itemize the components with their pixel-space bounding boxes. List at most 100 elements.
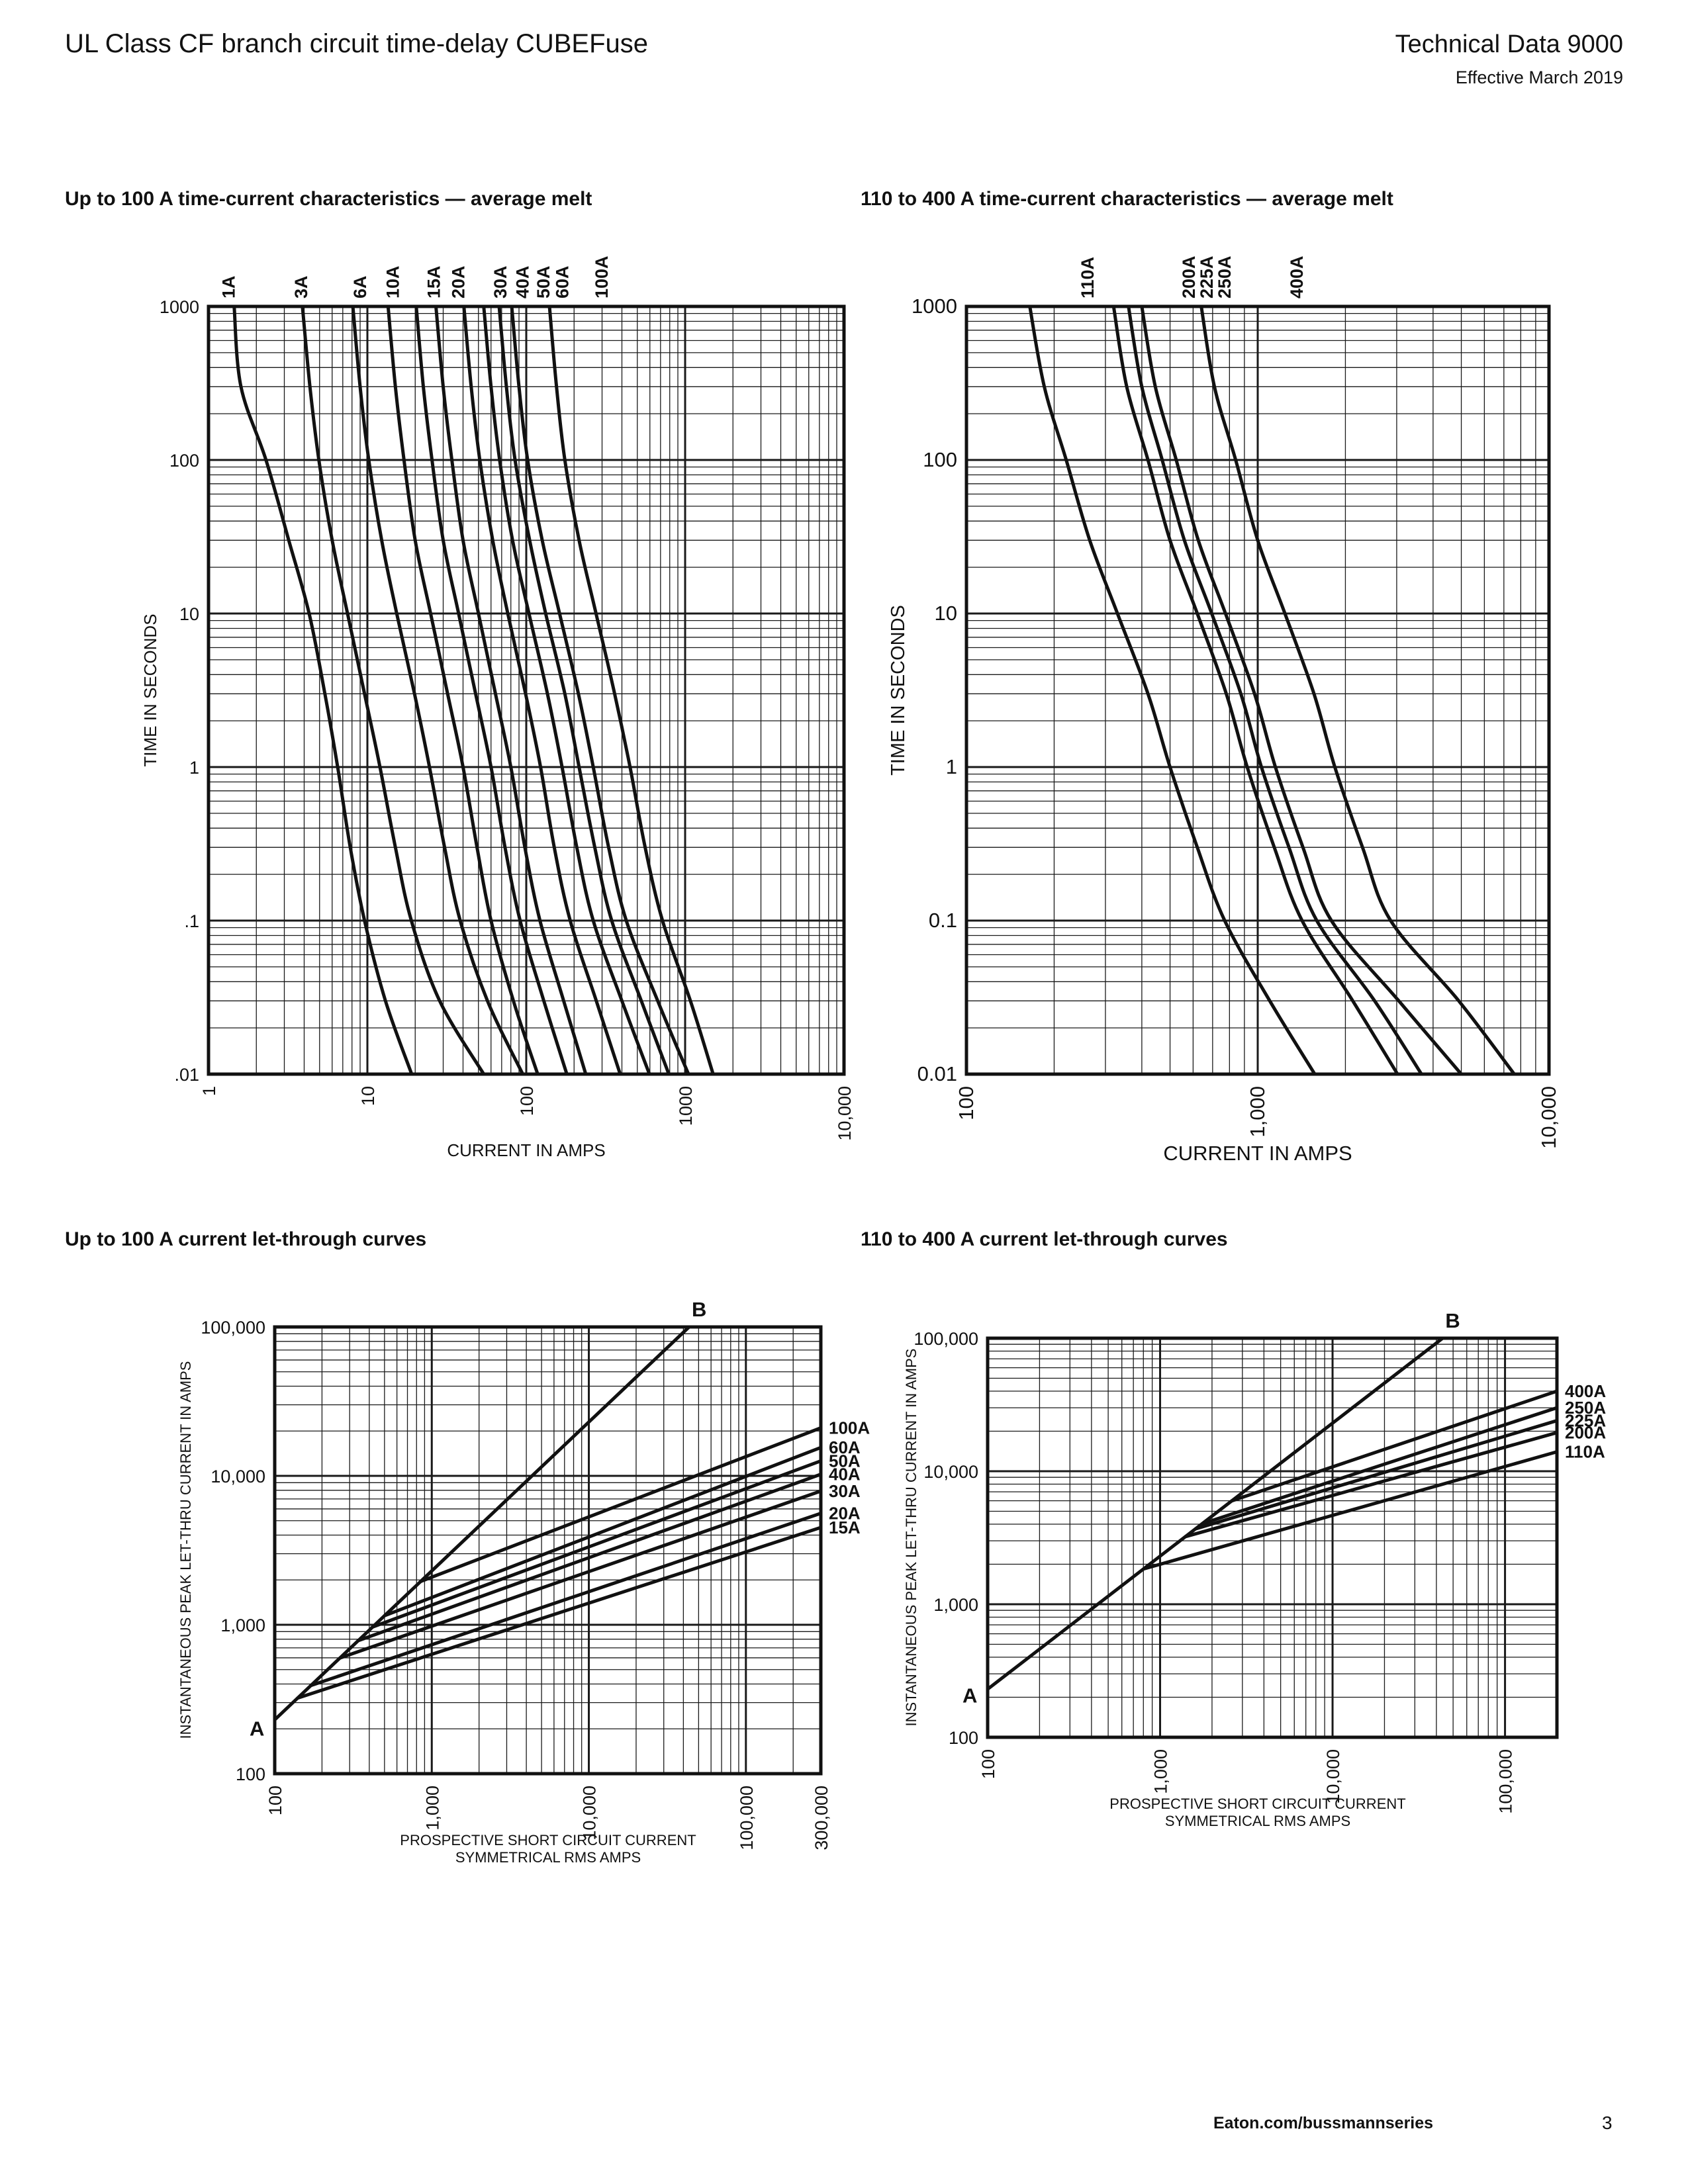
curve-label-225A: 225A xyxy=(1197,255,1217,298)
x-axis-title: CURRENT IN AMPS xyxy=(447,1140,605,1160)
doc-effective-date: Effective March 2019 xyxy=(1455,68,1623,87)
curve-225A xyxy=(1194,1419,1559,1531)
x-tick-label: 10,000 xyxy=(835,1086,855,1141)
curve-label-200A: 200A xyxy=(1565,1423,1606,1443)
curve-label-30A: 30A xyxy=(491,265,510,298)
y-tick-label: 10 xyxy=(179,604,199,624)
curve-label-50A: 50A xyxy=(534,265,553,298)
curve-label-110A: 110A xyxy=(1078,257,1098,298)
curve-40A xyxy=(356,1473,823,1643)
curve-1A xyxy=(232,304,414,1076)
page-number: 3 xyxy=(1602,2113,1613,2133)
y-tick-label: 1000 xyxy=(912,295,957,318)
curve-label-50A: 50A xyxy=(829,1451,861,1471)
annotation-A: A xyxy=(962,1684,977,1707)
curve-label-40A: 40A xyxy=(829,1465,861,1484)
footer-link[interactable]: Eaton.com/bussmannseries xyxy=(1213,2114,1434,2132)
x-tick-label: 100 xyxy=(265,1786,285,1815)
curve-label-250A: 250A xyxy=(1215,255,1235,298)
chart-title-tc-small: Up to 100 A time-current characteristics… xyxy=(65,188,592,210)
x-axis-title: CURRENT IN AMPS xyxy=(1163,1142,1352,1165)
curve-400A xyxy=(1199,304,1517,1076)
x-tick-label: 100 xyxy=(978,1749,998,1779)
curve-6A xyxy=(351,304,525,1076)
x-tick-label: 100 xyxy=(955,1086,978,1120)
y-tick-label: 100,000 xyxy=(201,1318,265,1338)
grid xyxy=(986,1337,1558,1739)
y-tick-label: 10,000 xyxy=(923,1462,978,1482)
curve-label-30A: 30A xyxy=(829,1481,861,1501)
plot-border xyxy=(273,1325,823,1776)
curve-400A xyxy=(1230,1389,1559,1503)
curve-label-15A: 15A xyxy=(424,265,444,298)
curve-50A xyxy=(371,1459,823,1629)
x-tick-label: 10,000 xyxy=(1537,1086,1560,1149)
y-tick-label: 100 xyxy=(949,1728,978,1748)
x-tick-label: 100,000 xyxy=(737,1786,757,1850)
axis-ticks: 100 1,000 10,000 1000 100 10 1 0.1 0.01 xyxy=(912,295,1560,1149)
curve-3A xyxy=(301,304,486,1076)
y-tick-label: 1000 xyxy=(160,297,199,317)
plot-border xyxy=(207,304,846,1076)
curve-label-100A: 100A xyxy=(829,1418,870,1438)
curve-200A xyxy=(1184,1431,1559,1539)
curve-30A xyxy=(462,304,622,1076)
x-tick-label: 1000 xyxy=(676,1086,696,1126)
x-tick-label: 10 xyxy=(358,1086,378,1106)
x-tick-label: 1,000 xyxy=(1246,1086,1269,1138)
y-tick-label: 100 xyxy=(169,451,199,471)
axis-ticks: 100 1,000 10,000 100,000 100,000 10,000 1,000 1… xyxy=(914,1329,1515,1814)
curve-200A xyxy=(1111,304,1399,1076)
curve-label-60A: 60A xyxy=(552,265,572,298)
curve-100A xyxy=(547,304,715,1076)
curve-20A xyxy=(309,1512,823,1688)
curves xyxy=(986,1336,1559,1691)
curve-110A xyxy=(1141,1450,1559,1571)
x-axis-title: PROSPECTIVE SHORT CIRCUIT CURRENT xyxy=(400,1832,696,1848)
x-axis-title: PROSPECTIVE SHORT CIRCUIT CURRENT xyxy=(1109,1796,1405,1812)
annotation-B: B xyxy=(1445,1309,1460,1332)
curve-100A xyxy=(419,1426,823,1583)
curve-label-20A: 20A xyxy=(829,1504,861,1524)
curve-10A xyxy=(386,304,539,1076)
y-tick-label: 1,000 xyxy=(933,1595,978,1615)
y-axis-title: TIME IN SECONDS xyxy=(140,614,160,766)
grid xyxy=(273,1326,821,1775)
x-tick-label: 100 xyxy=(517,1086,537,1116)
curve-15A xyxy=(414,304,569,1076)
chart-title-lt-small: Up to 100 A current let-through curves xyxy=(65,1228,427,1250)
page-title: UL Class CF branch circuit time-delay CU… xyxy=(65,29,648,58)
curve-250A xyxy=(1200,1406,1559,1525)
annotation-B: B xyxy=(692,1298,706,1321)
x-tick-label: 100,000 xyxy=(1496,1749,1516,1814)
curve-label-60A: 60A xyxy=(829,1437,861,1457)
plot-border xyxy=(964,304,1551,1076)
annotation-A: A xyxy=(250,1717,264,1741)
x-tick-label: 1 xyxy=(199,1086,219,1096)
y-tick-label: 10 xyxy=(935,602,957,625)
curve-label-250A: 250A xyxy=(1565,1398,1606,1418)
curves xyxy=(1028,304,1517,1076)
curve-label-400A: 400A xyxy=(1565,1381,1606,1401)
curve-label-40A: 40A xyxy=(513,265,533,298)
y-axis-title: INSTANTANEOUS PEAK LET-THRU CURRENT IN A… xyxy=(177,1361,194,1739)
x-tick-label: 1,000 xyxy=(1151,1749,1171,1794)
curve-label-100A: 100A xyxy=(592,255,612,298)
curve-label-400A: 400A xyxy=(1287,255,1307,298)
curve-225A xyxy=(1127,304,1423,1076)
curve-50A xyxy=(497,304,671,1076)
curve-label-6A: 6A xyxy=(350,275,370,298)
curve-label-1A: 1A xyxy=(219,275,239,298)
curve-60A xyxy=(510,304,690,1076)
y-tick-label: 10,000 xyxy=(211,1467,265,1486)
y-tick-label: .1 xyxy=(184,911,199,931)
curve-20A xyxy=(434,304,588,1076)
x-tick-label: 10,000 xyxy=(1323,1749,1343,1804)
curve-label-20A: 20A xyxy=(448,265,468,298)
curve-label-15A: 15A xyxy=(829,1518,861,1537)
y-tick-label: 100 xyxy=(236,1764,265,1784)
